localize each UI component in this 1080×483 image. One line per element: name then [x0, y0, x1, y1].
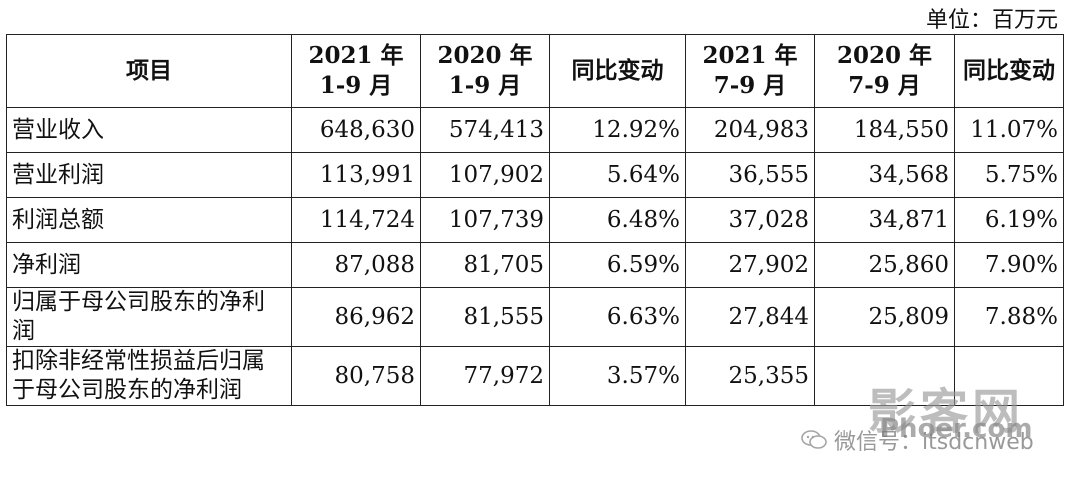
row-label: 营业利润 — [6, 152, 292, 198]
header-2020-q3: 2020 年 7-9 月 — [814, 34, 955, 108]
cell-yoy-q3: 5.75% — [954, 152, 1064, 198]
table-row: 扣除非经常性损益后归属于母公司股东的净利润 80,758 77,972 3.57… — [6, 346, 1064, 406]
table-row: 归属于母公司股东的净利润 86,962 81,555 6.63% 27,844 … — [6, 287, 1064, 347]
cell-2021-q3: 27,844 — [685, 287, 815, 347]
cell-yoy-q3: 7.90% — [954, 242, 1064, 288]
header-item: 项目 — [6, 34, 292, 108]
table-row: 营业收入 648,630 574,413 12.92% 204,983 184,… — [6, 107, 1064, 153]
cell-2020-q1-3: 77,972 — [420, 346, 550, 406]
cell-yoy-q3 — [954, 346, 1064, 406]
cell-2021-q1-3: 87,088 — [291, 242, 421, 288]
cell-yoy-q1-3: 6.59% — [549, 242, 686, 288]
watermark-site: 影客网 — [868, 384, 1025, 440]
cell-2020-q3: 184,550 — [814, 107, 955, 153]
row-label: 扣除非经常性损益后归属于母公司股东的净利润 — [6, 346, 292, 406]
row-label: 净利润 — [6, 242, 292, 288]
header-2021-q1-3: 2021 年 1-9 月 — [291, 34, 421, 108]
cell-2021-q3: 204,983 — [685, 107, 815, 153]
wechat-id: 微信号：itsdcnweb — [834, 430, 1034, 455]
cell-2020-q1-3: 81,705 — [420, 242, 550, 288]
cell-yoy-q1-3: 12.92% — [549, 107, 686, 153]
cell-yoy-q3: 6.19% — [954, 197, 1064, 243]
unit-label: 单位：百万元 — [925, 8, 1058, 33]
cell-2021-q1-3: 114,724 — [291, 197, 421, 243]
header-2020-q1-3: 2020 年 1-9 月 — [420, 34, 550, 108]
watermark-domain: Phoer.com — [880, 414, 1033, 444]
cell-2021-q1-3: 80,758 — [291, 346, 421, 406]
cell-yoy-q3: 7.88% — [954, 287, 1064, 347]
cell-2020-q1-3: 574,413 — [420, 107, 550, 153]
row-label: 营业收入 — [6, 107, 292, 153]
table-row: 营业利润 113,991 107,902 5.64% 36,555 34,568… — [6, 152, 1064, 198]
cell-2020-q1-3: 107,739 — [420, 197, 550, 243]
header-row: 项目 2021 年 1-9 月 2020 年 1-9 月 同比变动 2021 年 7-… — [6, 34, 1064, 108]
cell-yoy-q1-3: 5.64% — [549, 152, 686, 198]
cell-2020-q3: 34,568 — [814, 152, 955, 198]
row-label: 归属于母公司股东的净利润 — [6, 287, 292, 347]
cell-yoy-q1-3: 3.57% — [549, 346, 686, 406]
header-2021-q3: 2021 年 7-9 月 — [685, 34, 815, 108]
cell-2020-q3: 25,809 — [814, 287, 955, 347]
header-yoy-q3: 同比变动 — [954, 34, 1064, 108]
row-label: 利润总额 — [6, 197, 292, 243]
cell-yoy-q1-3: 6.63% — [549, 287, 686, 347]
cell-2021-q3: 36,555 — [685, 152, 815, 198]
wechat-icon — [801, 430, 827, 449]
cell-2021-q1-3: 648,630 — [291, 107, 421, 153]
cell-2021-q1-3: 86,962 — [291, 287, 421, 347]
cell-2021-q3: 25,355 — [685, 346, 815, 406]
cell-yoy-q1-3: 6.48% — [549, 197, 686, 243]
table-row: 利润总额 114,724 107,739 6.48% 37,028 34,871… — [6, 197, 1064, 243]
cell-yoy-q3: 11.07% — [954, 107, 1064, 153]
financial-table: 项目 2021 年 1-9 月 2020 年 1-9 月 同比变动 2021 年 7-… — [6, 34, 1064, 406]
header-yoy-q1-3: 同比变动 — [549, 34, 686, 108]
cell-2021-q3: 37,028 — [685, 197, 815, 243]
cell-2020-q1-3: 81,555 — [420, 287, 550, 347]
watermark-wechat: 微信号：itsdcnweb — [800, 424, 1034, 456]
cell-2020-q3: 25,860 — [814, 242, 955, 288]
cell-2020-q3 — [814, 346, 955, 406]
table-row: 净利润 87,088 81,705 6.59% 27,902 25,860 7.… — [6, 242, 1064, 288]
cell-2021-q3: 27,902 — [685, 242, 815, 288]
cell-2020-q1-3: 107,902 — [420, 152, 550, 198]
cell-2021-q1-3: 113,991 — [291, 152, 421, 198]
cell-2020-q3: 34,871 — [814, 197, 955, 243]
